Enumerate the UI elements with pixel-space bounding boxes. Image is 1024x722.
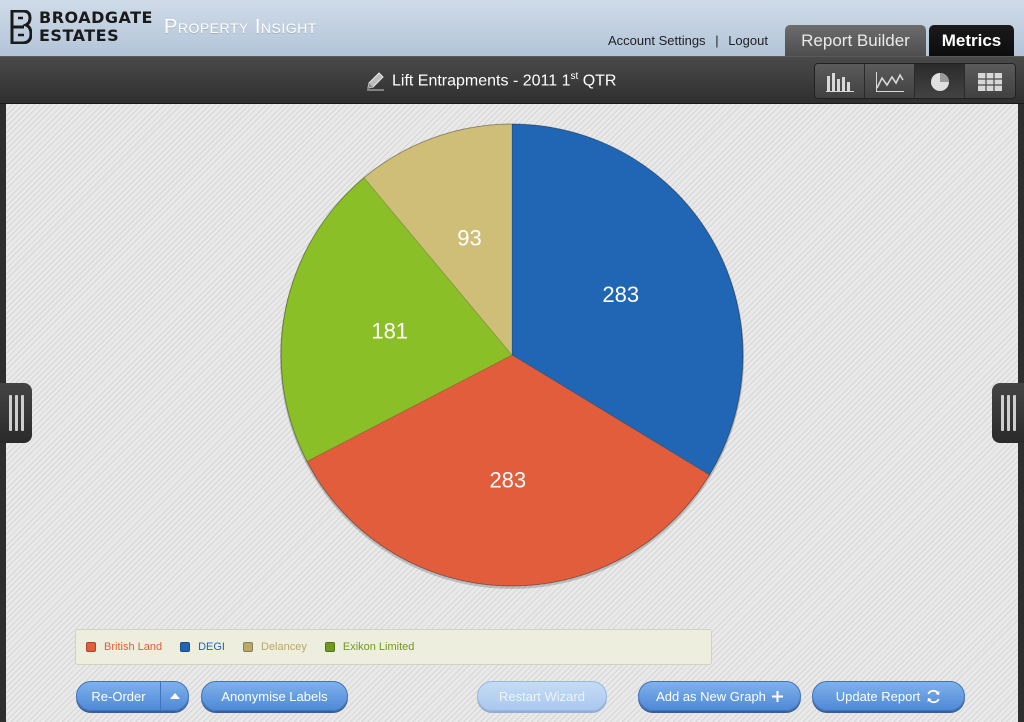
app-name: Property Insight	[164, 16, 317, 38]
report-title-main: Lift Entrapments - 2011 1	[392, 72, 571, 90]
view-line-button[interactable]	[865, 64, 915, 98]
pie-value-label: 93	[457, 226, 481, 251]
tab-metrics[interactable]: Metrics	[929, 25, 1014, 56]
view-table-button[interactable]	[965, 64, 1015, 98]
tab-report-builder[interactable]: Report Builder	[785, 25, 926, 56]
restart-wizard-label: Restart Wizard	[499, 688, 585, 704]
report-title-wrap[interactable]: Lift Entrapments - 2011 1st QTR	[364, 69, 616, 93]
caret-up-icon	[169, 693, 180, 699]
chart-area: 283 283 181 93	[6, 104, 1018, 722]
right-drawer-handle[interactable]	[992, 383, 1024, 443]
report-title: Lift Entrapments - 2011 1st QTR	[392, 71, 616, 90]
table-icon	[978, 73, 1002, 91]
user-links: Account Settings | Logout	[608, 33, 768, 48]
legend-label: Exikon Limited	[342, 641, 415, 653]
legend-item[interactable]: British Land	[86, 641, 162, 653]
logo-mark-icon	[10, 10, 32, 44]
plus-icon	[771, 690, 783, 702]
legend-item[interactable]: Delancey	[243, 641, 307, 653]
chart-legend: British Land DEGI Delancey Exikon Limite…	[75, 629, 712, 665]
pie-slice[interactable]	[306, 354, 710, 587]
legend-label: DEGI	[198, 641, 225, 653]
report-title-end: QTR	[578, 72, 617, 90]
anonymise-labels-button[interactable]: Anonymise Labels	[201, 681, 348, 711]
pie-slice[interactable]	[363, 123, 513, 357]
update-report-label: Update Report	[835, 688, 921, 704]
pie-slice[interactable]	[280, 177, 513, 462]
line-chart-icon	[875, 72, 904, 92]
legend-item[interactable]: DEGI	[180, 641, 225, 653]
legend-swatch	[86, 642, 96, 652]
pie-slice[interactable]	[511, 123, 744, 476]
add-new-graph-button[interactable]: Add as New Graph	[638, 681, 801, 711]
restart-wizard-button[interactable]: Restart Wizard	[477, 681, 607, 711]
view-bar-button[interactable]	[815, 64, 865, 98]
report-title-bar: Lift Entrapments - 2011 1st QTR	[0, 56, 1024, 104]
pie-value-label: 283	[602, 282, 639, 307]
legend-swatch	[324, 642, 335, 652]
account-settings-link[interactable]: Account Settings	[608, 33, 706, 48]
brand-logo[interactable]: BROADGATE ESTATES	[10, 8, 152, 48]
brand-line1: BROADGATE	[39, 8, 153, 27]
logout-link[interactable]: Logout	[728, 33, 768, 48]
pie-value-label: 181	[371, 318, 408, 343]
legend-swatch	[180, 642, 191, 652]
left-drawer-handle[interactable]	[0, 383, 32, 443]
view-pie-button[interactable]	[915, 64, 965, 98]
reorder-button[interactable]: Re-Order	[76, 681, 189, 711]
reorder-dropdown-toggle[interactable]	[160, 682, 188, 710]
pie-value-label: 283	[489, 468, 526, 493]
view-mode-switch	[814, 63, 1016, 99]
legend-item[interactable]: Exikon Limited	[324, 641, 415, 653]
legend-label: Delancey	[261, 641, 307, 653]
bar-chart-icon	[825, 73, 854, 92]
pie-outline	[280, 123, 744, 587]
brand-name: BROADGATE ESTATES	[39, 9, 153, 45]
legend-label: British Land	[104, 641, 163, 653]
pie-chart[interactable]: 283 283 181 93	[6, 104, 1018, 722]
legend-swatch	[243, 642, 253, 652]
report-title-sup: st	[570, 71, 579, 83]
pencil-icon	[367, 72, 384, 91]
anonymise-labels-label: Anonymise Labels	[221, 688, 328, 704]
link-separator: |	[715, 33, 719, 48]
update-report-button[interactable]: Update Report	[812, 681, 965, 711]
pie-chart-icon	[930, 73, 949, 91]
reorder-label: Re-Order	[91, 688, 146, 704]
refresh-icon	[926, 689, 941, 704]
brand-line2: ESTATES	[39, 26, 120, 45]
top-header: BROADGATE ESTATES Property Insight Accou…	[0, 0, 1024, 56]
add-new-graph-label: Add as New Graph	[656, 688, 766, 704]
